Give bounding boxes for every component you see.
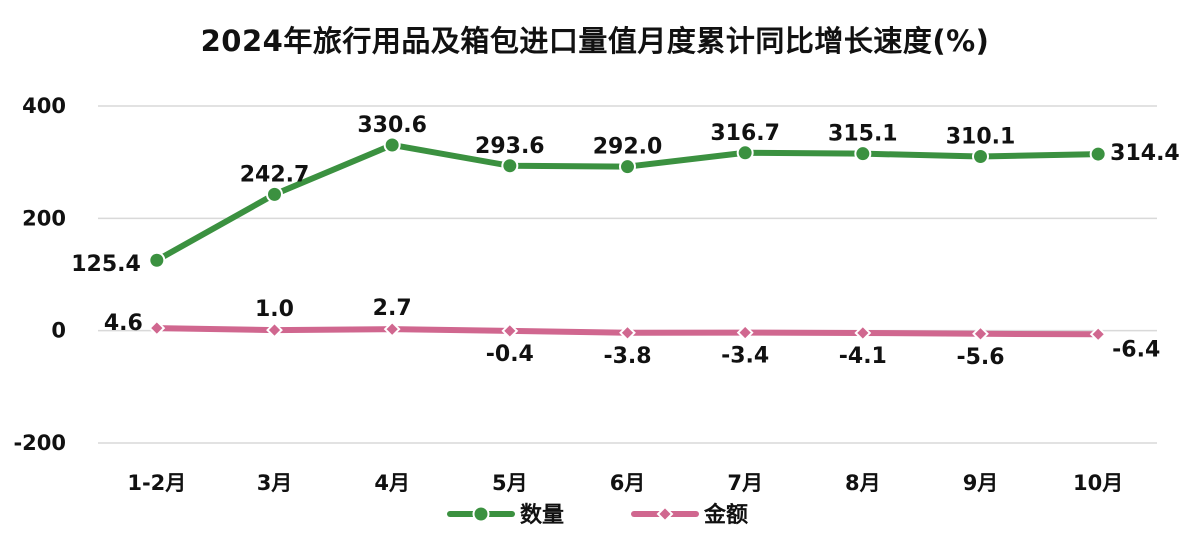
data-label: 242.7: [240, 162, 310, 187]
data-point: [972, 147, 989, 165]
data-point: [736, 144, 754, 162]
x-tick-label: 10月: [1073, 471, 1123, 495]
data-label: -6.4: [1112, 337, 1160, 362]
data-label: 2.7: [373, 296, 412, 321]
data-point: [266, 321, 283, 339]
y-tick-label: 0: [51, 319, 66, 343]
data-point: [1089, 325, 1107, 343]
data-label: 125.4: [71, 252, 141, 277]
data-label: -5.6: [956, 345, 1004, 370]
data-point: [266, 185, 283, 203]
data-label: -4.1: [839, 344, 887, 369]
data-point: [383, 136, 401, 154]
legend-label: 数量: [520, 502, 564, 528]
data-label: 310.1: [946, 124, 1016, 149]
y-tick-label: -200: [13, 431, 66, 455]
data-label: -0.4: [486, 342, 534, 367]
x-tick-label: 7月: [727, 471, 763, 495]
data-point: [736, 324, 754, 341]
data-label: -3.4: [721, 344, 769, 369]
data-labels: 125.4 242.7 330.6 293.6 292.0 316.7 315.1 310.1…: [71, 113, 1180, 370]
data-label: 293.6: [475, 134, 545, 159]
x-tick-label: 6月: [610, 471, 646, 495]
data-label: -3.8: [603, 344, 651, 369]
data-point: [972, 325, 989, 343]
legend: 数量 金额: [447, 502, 748, 528]
data-label: 316.7: [710, 121, 780, 146]
data-label: 4.6: [104, 311, 143, 336]
x-tick-label: 3月: [257, 471, 293, 495]
data-label: 292.0: [593, 135, 663, 160]
data-point: [854, 145, 872, 163]
data-point: [1089, 145, 1107, 163]
data-label: 330.6: [357, 113, 427, 138]
chart-title: 2024年旅行用品及箱包进口量值月度累计同比增长速度(%): [200, 24, 990, 58]
legend-marker: [472, 505, 490, 523]
data-point: [619, 324, 636, 342]
y-tick-label: 200: [22, 206, 66, 230]
x-tick-label: 9月: [963, 471, 999, 495]
x-tick-label: 8月: [845, 471, 881, 495]
x-tick-label: 1-2月: [127, 471, 186, 495]
data-point: [854, 324, 872, 342]
x-tick-label: 5月: [492, 471, 528, 495]
data-label: 314.4: [1110, 141, 1180, 166]
legend-label: 金额: [703, 502, 748, 528]
data-point: [148, 251, 166, 269]
data-point: [501, 322, 519, 340]
data-label: 315.1: [828, 122, 898, 147]
data-point: [148, 319, 166, 337]
data-point: [383, 320, 401, 338]
data-label: 1.0: [255, 297, 294, 322]
y-tick-label: 400: [22, 94, 66, 118]
x-axis-ticks: 1-2月 3月 4月 5月 6月 7月 8月 9月 10月: [127, 471, 1123, 495]
data-point: [619, 158, 636, 176]
y-axis-ticks: -200 0 200 400: [13, 94, 66, 455]
series-layer: [148, 136, 1107, 343]
x-tick-label: 4月: [374, 471, 410, 495]
data-point: [501, 157, 519, 175]
legend-marker: [656, 505, 674, 523]
